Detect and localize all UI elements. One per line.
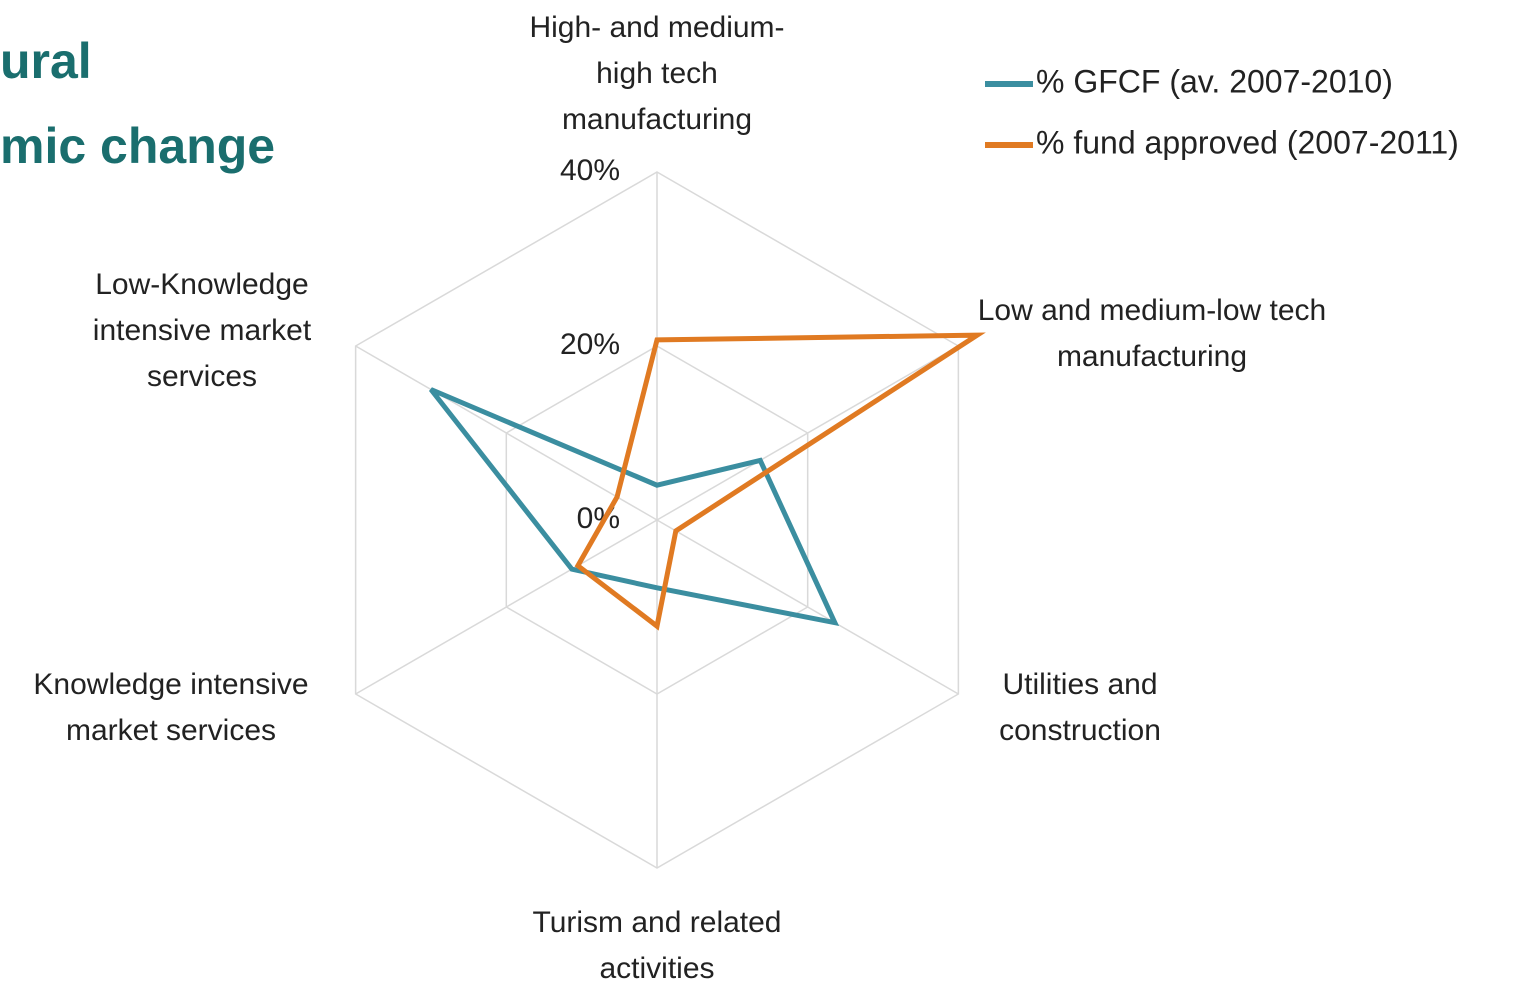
grid-ring [505,345,809,695]
category-label: Low-Knowledge intensive market services [92,268,312,393]
category-label: High- and medium-high tech manufacturing [529,11,785,136]
category-label: Utilities and construction [999,668,1161,747]
series-line [574,332,986,631]
legend-label: % GFCF (av. 2007-2010) [1036,63,1393,99]
series-line [429,387,840,627]
title-line: ural [0,33,92,89]
category-label: Turism and related activities [532,906,782,985]
legend-label: % fund approved (2007-2011) [1036,124,1459,160]
tick-label: 20% [560,328,620,361]
category-label: Low and medium-low tech manufacturing [977,294,1327,373]
title-line: mic change [0,118,275,174]
tick-label: 40% [560,154,620,187]
category-label: Knowledge intensive market services [33,668,309,747]
